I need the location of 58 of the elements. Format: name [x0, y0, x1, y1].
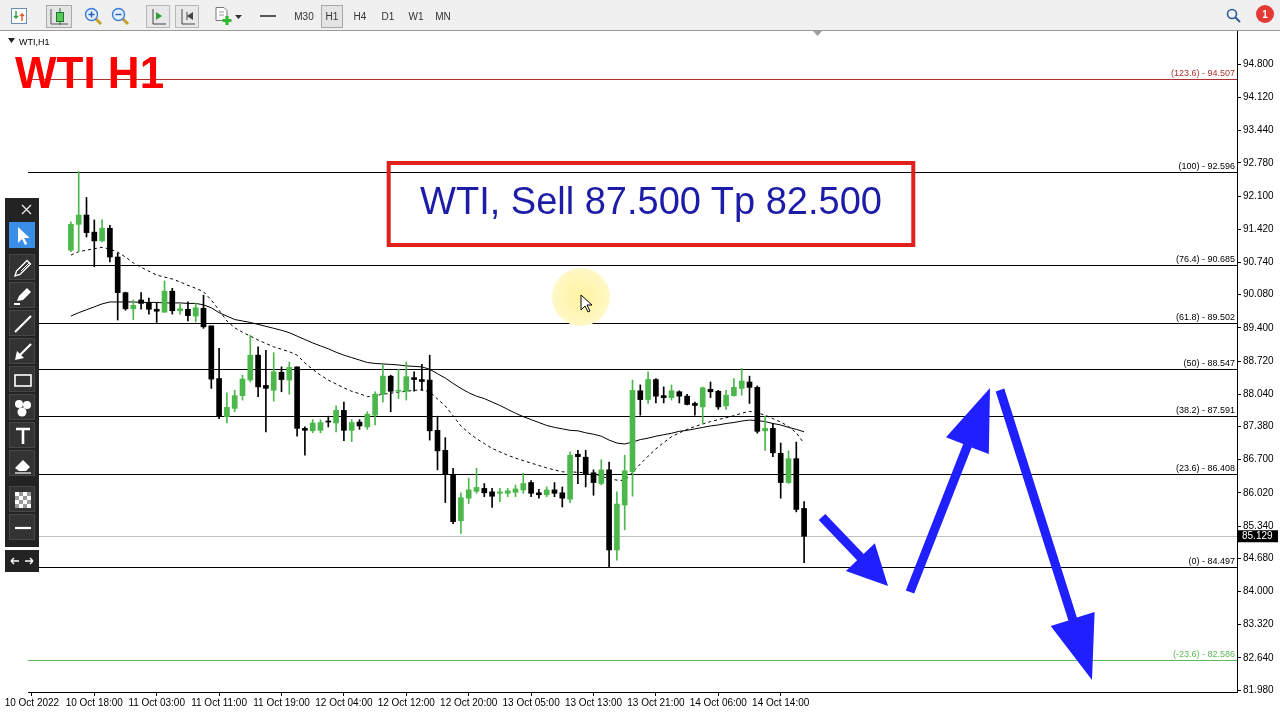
timeframe-label: M30 [294, 11, 314, 22]
y-tick-label: 92.100 [1243, 189, 1275, 201]
candlestick [130, 299, 137, 320]
timeframe-label: H4 [353, 11, 367, 22]
annotation: (38.2) - 87.591 [1175, 405, 1235, 416]
x-tick-label: 10 Oct 18:00 [65, 696, 124, 708]
x-tick-label: 10 Oct 2022 [4, 696, 60, 708]
x-tick-label: 12 Oct 20:00 [440, 696, 498, 708]
y-tick-label: 83.320 [1243, 618, 1275, 630]
x-tick-label: 13 Oct 13:00 [564, 696, 623, 708]
x-tick-label: 11 Oct 11:00 [191, 696, 248, 708]
y-tick-label: 91.420 [1243, 222, 1275, 234]
annotation: (123.6) - 94.507 [1170, 68, 1235, 79]
annotation: (76.4) - 90.685 [1175, 254, 1235, 265]
timeframe-label: H1 [325, 11, 339, 22]
y-tick-label: 89.400 [1243, 321, 1275, 333]
x-tick-label: 12 Oct 12:00 [377, 696, 436, 708]
y-tick-label: 86.700 [1243, 453, 1275, 465]
candlestick [762, 415, 768, 451]
x-tick-label: 12 Oct 04:00 [315, 696, 373, 708]
candlestick [302, 426, 308, 456]
x-tick-label: 11 Oct 19:00 [253, 696, 311, 708]
y-tick-label: 93.440 [1243, 124, 1275, 136]
y-tick-label: 90.740 [1243, 256, 1275, 268]
candlestick [497, 488, 503, 502]
x-tick-label: 14 Oct 06:00 [689, 696, 748, 708]
y-tick-label: 94.120 [1243, 91, 1275, 103]
candlestick [660, 386, 667, 404]
x-tick-label: 14 Oct 14:00 [752, 696, 810, 708]
x-tick-label: 13 Oct 05:00 [502, 696, 561, 708]
y-tick-label: 84.000 [1243, 585, 1275, 597]
annotation: WTI, Sell 87.500 Tp 82.500 [420, 180, 882, 223]
y-tick-label: 81.980 [1243, 683, 1275, 695]
y-tick-label: 88.040 [1243, 387, 1275, 399]
candlestick [75, 171, 82, 252]
text: WTI,H1 [19, 37, 50, 47]
timeframe-label: W1 [408, 11, 424, 22]
y-tick-label: 84.680 [1243, 551, 1275, 563]
y-tick-label: 85.340 [1243, 519, 1275, 531]
y-tick-label: 87.380 [1243, 420, 1275, 432]
annotation: (50) - 88.547 [1183, 358, 1235, 369]
x-tick-label: 11 Oct 03:00 [128, 696, 186, 708]
candlestick [489, 488, 495, 508]
y-tick-label: 82.640 [1243, 651, 1275, 663]
annotation: (-23.6) - 82.586 [1172, 649, 1235, 660]
annotation: (0) - 84.497 [1188, 556, 1235, 567]
annotation: (61.8) - 89.502 [1175, 312, 1235, 323]
y-tick-label: 88.720 [1243, 354, 1275, 366]
y-tick-label: 94.800 [1243, 57, 1275, 69]
x-tick-label: 13 Oct 21:00 [627, 696, 685, 708]
y-tick-label: 86.020 [1243, 486, 1275, 498]
y-tick-label: 92.780 [1243, 156, 1275, 168]
y-tick-label: 90.080 [1243, 288, 1275, 300]
timeframe-label: MN [435, 11, 451, 22]
annotation: (23.6) - 86.408 [1175, 463, 1235, 474]
ref-line-label: 85.129 [1242, 530, 1274, 542]
timeframe-label: D1 [381, 11, 395, 22]
annotation: (100) - 92.596 [1178, 161, 1235, 172]
